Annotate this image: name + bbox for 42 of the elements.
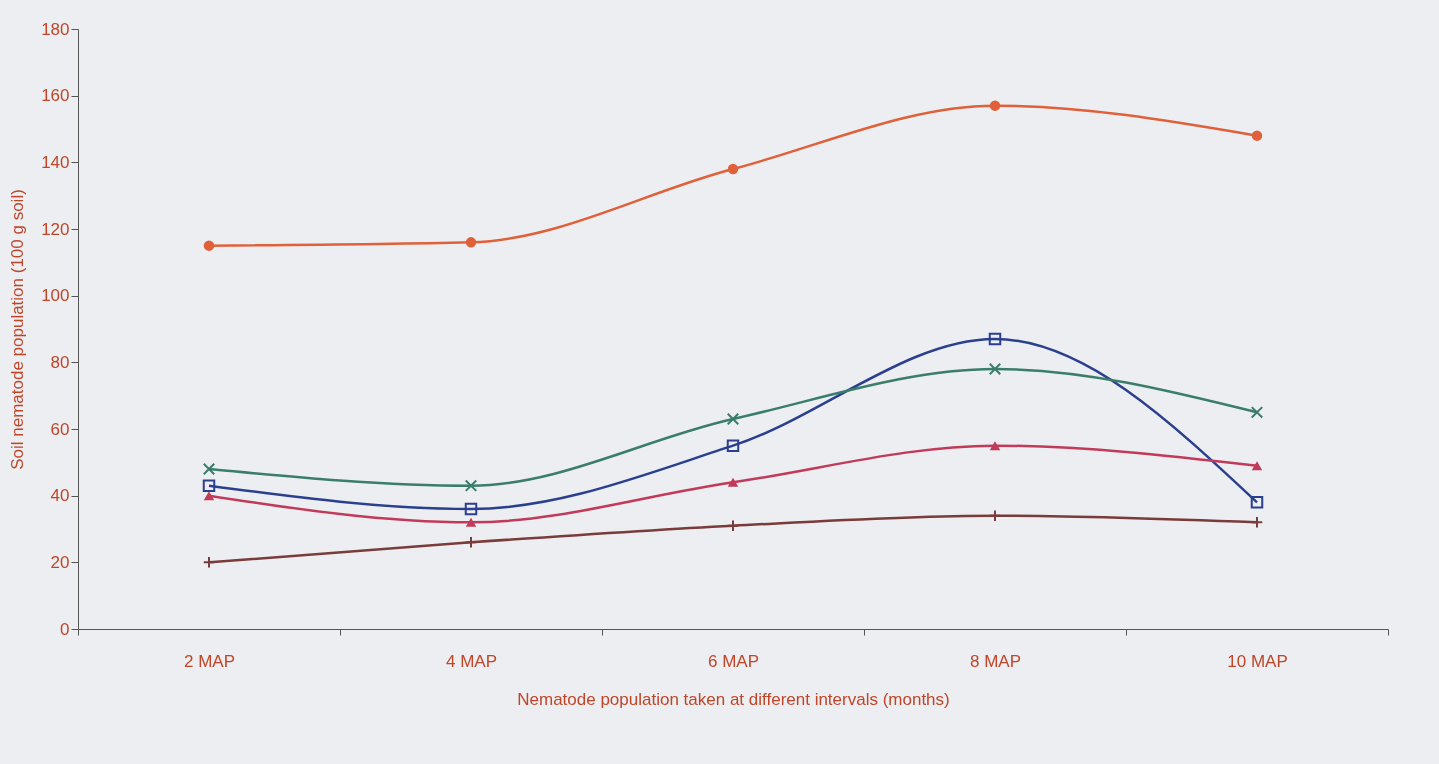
x-tick-label: 8 MAP [969, 651, 1022, 671]
y-tick-label: 160 [41, 86, 70, 106]
y-tick-label: 180 [41, 19, 70, 39]
point [202, 556, 216, 569]
point [1250, 406, 1264, 419]
point [464, 502, 478, 516]
x-axis-title: Nematode population taken at different intervals (months) [517, 689, 950, 709]
point [203, 491, 215, 501]
x-tick-label: 2 MAP [183, 651, 236, 671]
x-tick-label: 10 MAP [1227, 651, 1288, 671]
point [1250, 516, 1264, 529]
point [203, 240, 215, 251]
point [988, 362, 1002, 376]
point [726, 412, 740, 426]
point [202, 462, 216, 476]
x-tick-label: 4 MAP [445, 651, 498, 671]
point [988, 332, 1002, 346]
point [727, 477, 739, 487]
point [727, 163, 739, 175]
y-tick-label: 40 [50, 486, 70, 506]
point [465, 517, 477, 527]
point [988, 509, 1002, 522]
point [464, 479, 478, 492]
point [1250, 496, 1264, 509]
y-tick-label: 20 [50, 552, 70, 572]
y-tick-label: 120 [41, 219, 70, 239]
point [989, 100, 1001, 111]
point [726, 439, 740, 452]
point [726, 519, 740, 532]
point [464, 536, 478, 549]
point [465, 237, 477, 248]
y-tick-label: 100 [41, 286, 70, 306]
point [202, 479, 216, 492]
y-axis-title: Soil nematode population (100 g soil) [8, 189, 28, 470]
point [1251, 461, 1263, 471]
point [989, 441, 1001, 451]
y-tick-label: 0 [60, 619, 70, 639]
y-tick-label: 140 [41, 152, 70, 172]
x-tick-label: 6 MAP [707, 651, 760, 671]
y-tick-label: 60 [50, 419, 70, 439]
y-tick-label: 80 [50, 352, 70, 372]
point [1251, 130, 1263, 141]
